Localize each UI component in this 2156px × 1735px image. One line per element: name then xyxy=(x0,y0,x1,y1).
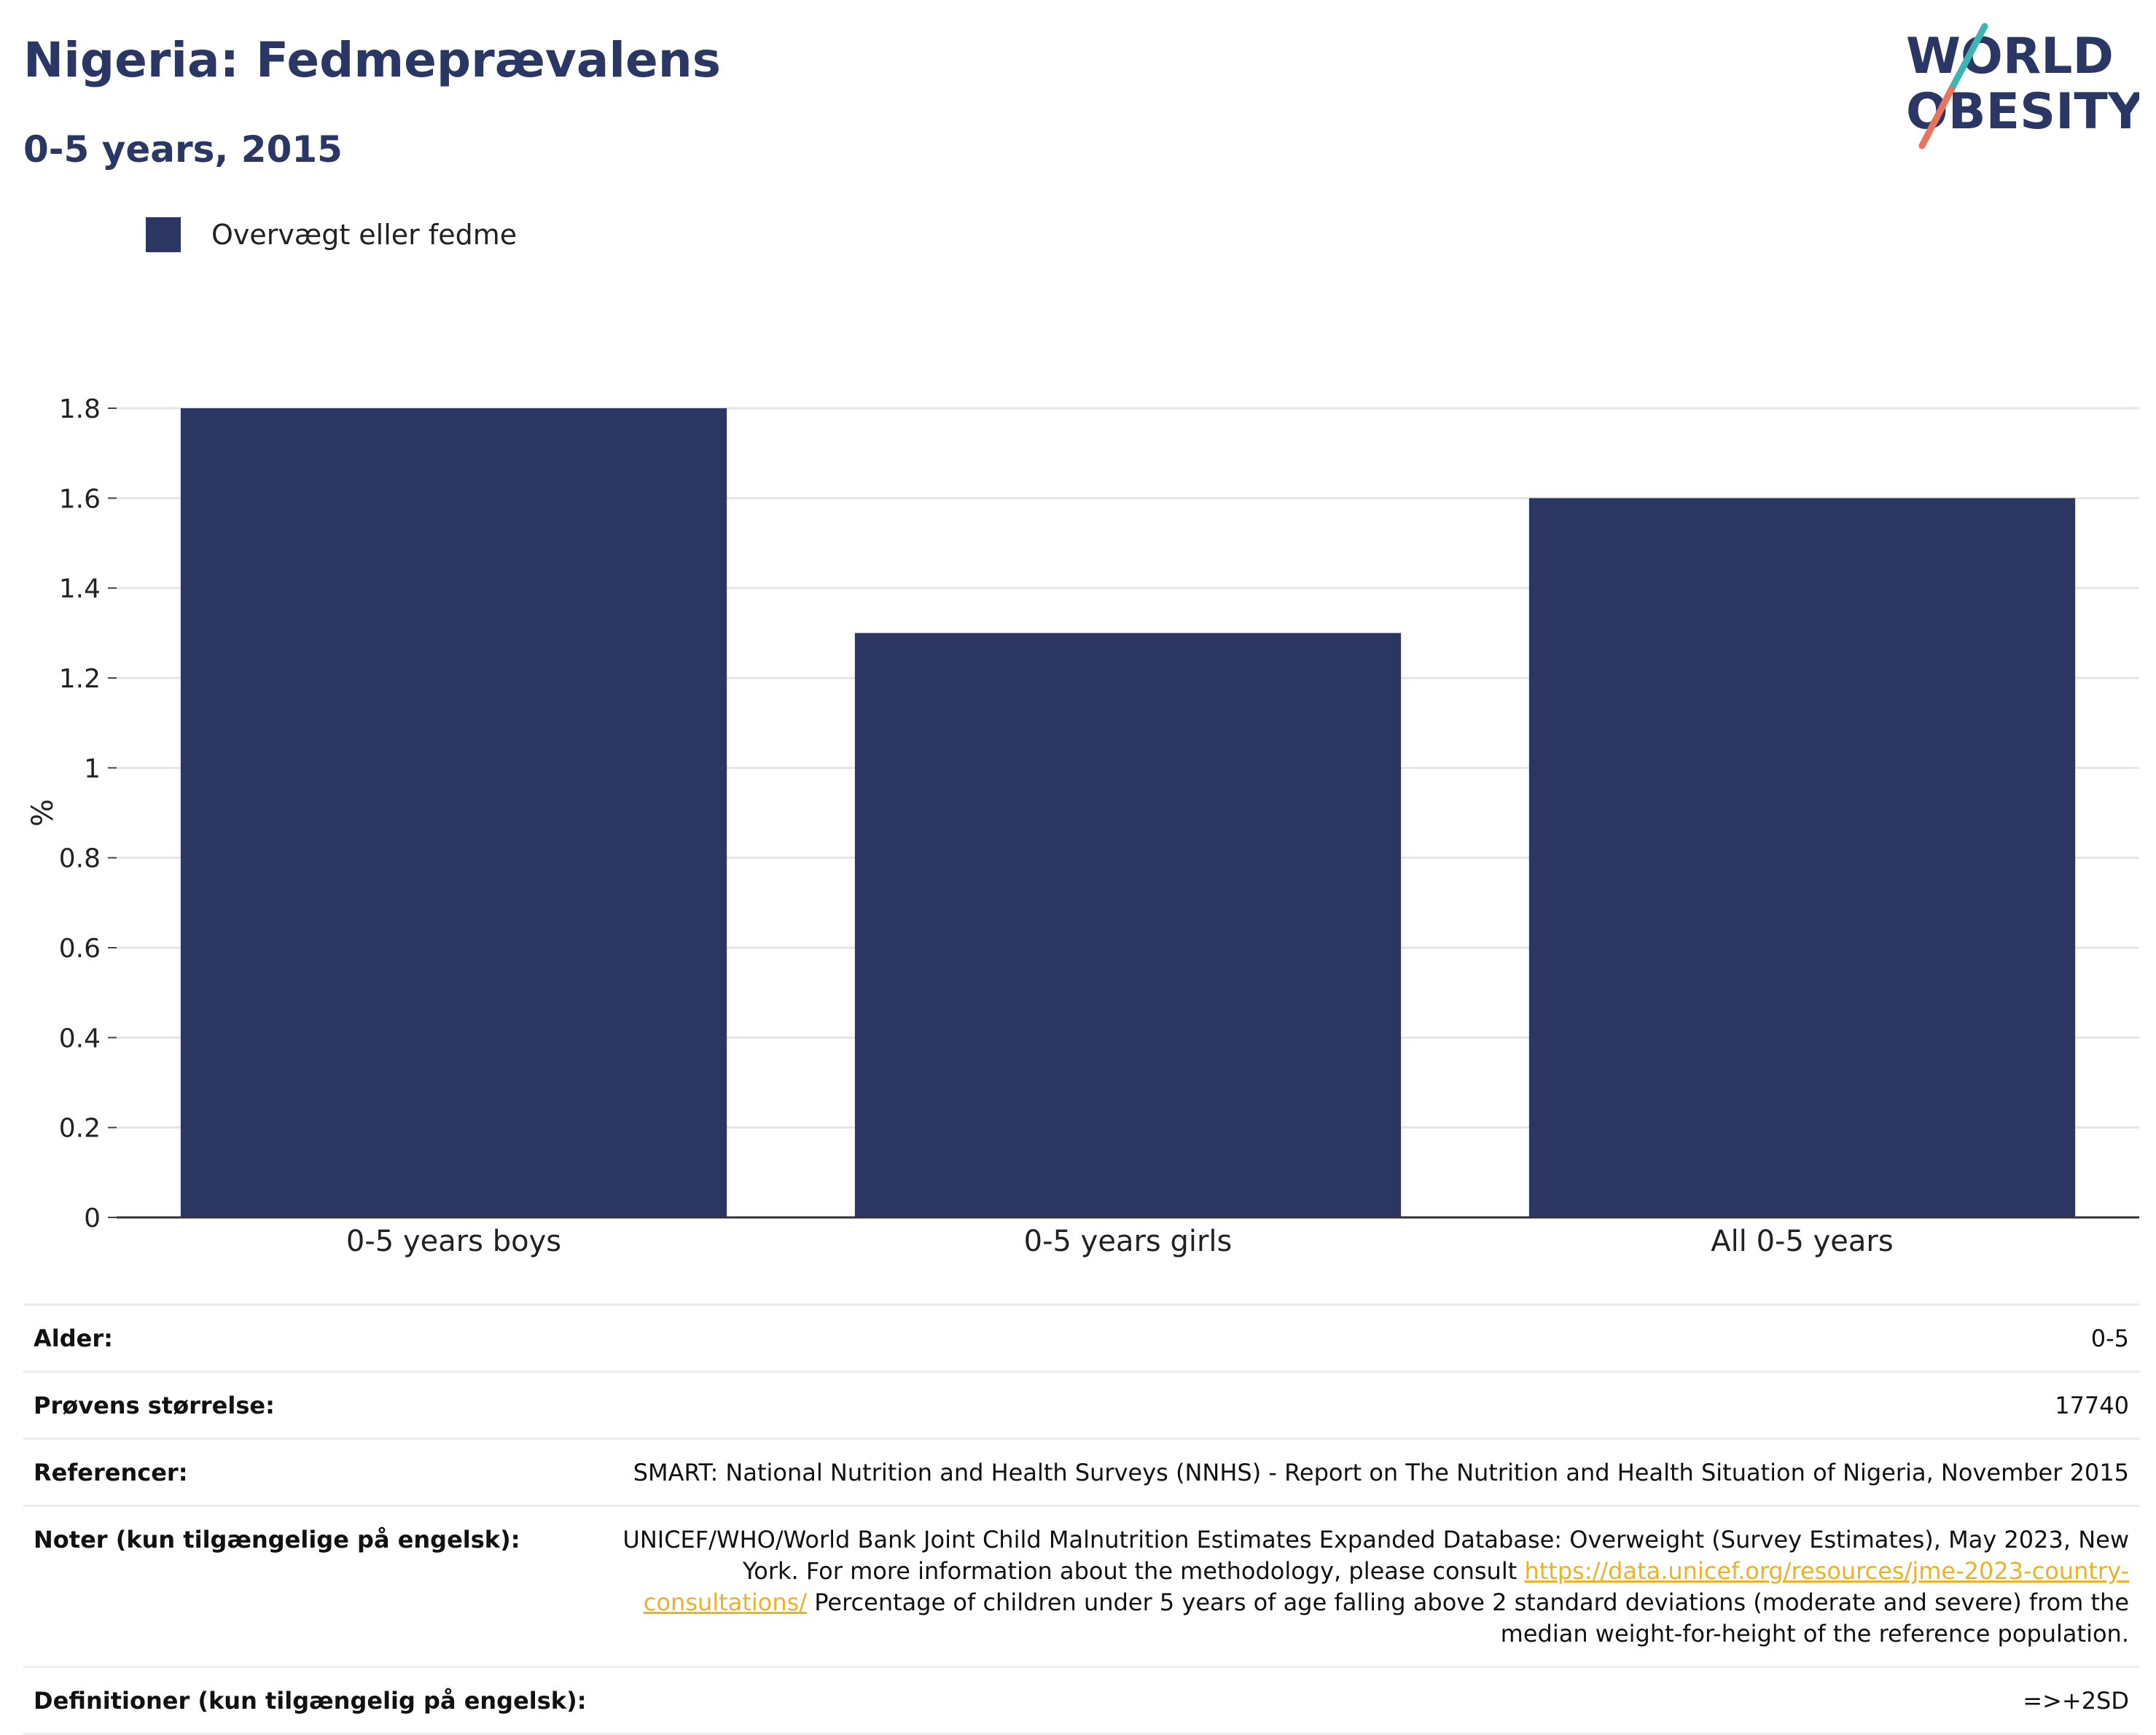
info-key: Referencer: xyxy=(23,1438,598,1507)
info-table: Alder: 0-5 Prøvens størrelse: 17740 Refe… xyxy=(23,1303,2139,1735)
notes-text-pre: UNICEF/WHO/World Bank Joint Child Malnut… xyxy=(622,1526,2129,1585)
y-tick-label: 1.2 xyxy=(59,664,101,694)
info-key: Prøvens størrelse: xyxy=(23,1371,598,1440)
bar[interactable] xyxy=(180,408,727,1217)
info-row-notes: Noter (kun tilgængelige på engelsk): UNI… xyxy=(23,1505,2139,1668)
logo-slash-teal xyxy=(1948,23,1988,93)
world-obesity-logo: WORLD OBESITY xyxy=(1906,23,2139,149)
y-axis-ticks: 0 0.2 0.4 0.6 0.8 1 1.2 1.4 1.6 1.8 xyxy=(59,394,117,1233)
y-tick-label: 0 xyxy=(84,1204,101,1233)
bar[interactable] xyxy=(854,633,1402,1217)
x-axis-labels: 0-5 years boys 0-5 years girls All 0-5 yea… xyxy=(346,1225,1894,1258)
notes-link[interactable]: https://data.unicef.org/resources/jme-20… xyxy=(643,1557,2129,1616)
info-row-definitions: Definitioner (kun tilgængelig på engelsk… xyxy=(23,1666,2139,1735)
bar-chart: 0 0.2 0.4 0.6 0.8 1 1.2 1.4 1.6 1.8 0-5 years boy… xyxy=(26,394,2139,1258)
y-tick-label: 1.4 xyxy=(59,574,101,604)
info-value: 17740 xyxy=(598,1371,2139,1440)
bar[interactable] xyxy=(1528,498,2076,1217)
notes-text-post: Percentage of children under 5 years of … xyxy=(807,1588,2129,1648)
chart-legend: Overvægt eller fedme xyxy=(146,217,517,252)
y-tick-label: 0.8 xyxy=(59,844,101,874)
y-tick-label: 0.6 xyxy=(59,934,101,964)
info-key: Noter (kun tilgængelige på engelsk): xyxy=(23,1505,598,1668)
x-category-label: All 0-5 years xyxy=(1711,1225,1893,1258)
legend-label: Overvægt eller fedme xyxy=(211,219,517,251)
y-axis-label: % xyxy=(26,799,60,827)
bars xyxy=(180,408,2076,1217)
x-category-label: 0-5 years boys xyxy=(346,1225,561,1258)
logo-text-line2: OBESITY xyxy=(1906,83,2139,141)
info-key: Alder: xyxy=(23,1303,598,1373)
info-value: 0-5 xyxy=(598,1303,2139,1373)
info-row-age: Alder: 0-5 xyxy=(23,1303,2139,1373)
info-value: UNICEF/WHO/World Bank Joint Child Malnut… xyxy=(598,1505,2139,1668)
legend-swatch xyxy=(146,217,181,252)
chart-subtitle: 0-5 years, 2015 xyxy=(23,128,343,171)
y-tick-label: 1.6 xyxy=(59,484,101,514)
x-category-label: 0-5 years girls xyxy=(1024,1225,1233,1258)
info-value: SMART: National Nutrition and Health Sur… xyxy=(598,1438,2139,1507)
info-row-references: Referencer: SMART: National Nutrition an… xyxy=(23,1438,2139,1507)
info-value: =>+2SD xyxy=(598,1666,2139,1735)
logo-slash-coral xyxy=(1918,86,1955,149)
chart-title: Nigeria: Fedmeprævalens xyxy=(23,32,722,88)
info-key: Definitioner (kun tilgængelig på engelsk… xyxy=(23,1666,598,1735)
y-tick-label: 0.2 xyxy=(59,1114,101,1144)
info-row-sample-size: Prøvens størrelse: 17740 xyxy=(23,1371,2139,1440)
logo-text-line1: WORLD xyxy=(1906,28,2114,85)
y-tick-label: 1.8 xyxy=(59,394,101,424)
y-tick-label: 0.4 xyxy=(59,1024,101,1053)
y-tick-label: 1 xyxy=(84,754,101,784)
